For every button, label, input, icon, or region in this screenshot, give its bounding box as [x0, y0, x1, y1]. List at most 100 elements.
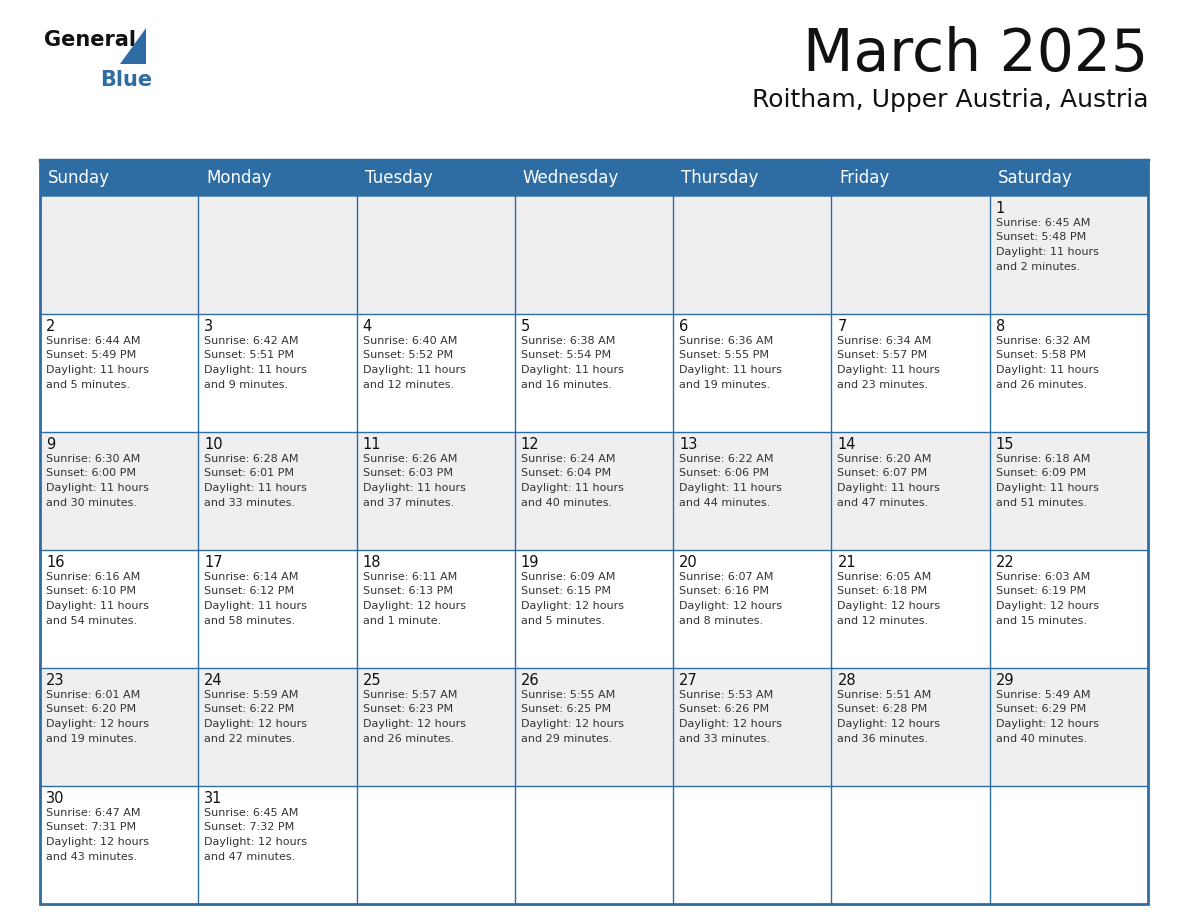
- Text: Wednesday: Wednesday: [523, 169, 619, 187]
- Bar: [832, 196, 990, 314]
- Text: and 58 minutes.: and 58 minutes.: [204, 615, 296, 625]
- Text: Daylight: 12 hours: Daylight: 12 hours: [838, 719, 941, 729]
- Text: and 47 minutes.: and 47 minutes.: [838, 498, 929, 508]
- Text: Daylight: 11 hours: Daylight: 11 hours: [204, 601, 308, 611]
- Text: Daylight: 12 hours: Daylight: 12 hours: [46, 837, 148, 847]
- Text: and 43 minutes.: and 43 minutes.: [46, 852, 137, 861]
- Text: Sunrise: 5:49 AM: Sunrise: 5:49 AM: [996, 690, 1091, 700]
- Text: Sunrise: 6:24 AM: Sunrise: 6:24 AM: [520, 454, 615, 464]
- Bar: [198, 668, 356, 786]
- Bar: [832, 314, 990, 432]
- Text: Sunrise: 6:47 AM: Sunrise: 6:47 AM: [46, 808, 140, 818]
- Bar: [514, 314, 674, 432]
- Text: Sunset: 6:10 PM: Sunset: 6:10 PM: [46, 587, 135, 597]
- Text: Sunset: 5:49 PM: Sunset: 5:49 PM: [46, 351, 137, 361]
- Text: Sunrise: 6:42 AM: Sunrise: 6:42 AM: [204, 336, 299, 346]
- Text: 27: 27: [680, 673, 697, 688]
- Text: Friday: Friday: [840, 169, 890, 187]
- Text: 31: 31: [204, 791, 222, 806]
- Text: and 5 minutes.: and 5 minutes.: [46, 379, 129, 389]
- Bar: [674, 432, 832, 550]
- Bar: [356, 160, 514, 196]
- Text: Sunrise: 6:30 AM: Sunrise: 6:30 AM: [46, 454, 140, 464]
- Text: and 2 minutes.: and 2 minutes.: [996, 262, 1080, 272]
- Bar: [990, 314, 1148, 432]
- Bar: [514, 550, 674, 668]
- Bar: [674, 160, 832, 196]
- Text: and 36 minutes.: and 36 minutes.: [838, 733, 929, 744]
- Bar: [198, 314, 356, 432]
- Text: 3: 3: [204, 319, 214, 334]
- Text: Daylight: 11 hours: Daylight: 11 hours: [362, 483, 466, 493]
- Text: Daylight: 11 hours: Daylight: 11 hours: [46, 601, 148, 611]
- Text: Sunrise: 6:38 AM: Sunrise: 6:38 AM: [520, 336, 615, 346]
- Text: and 19 minutes.: and 19 minutes.: [680, 379, 770, 389]
- Bar: [832, 668, 990, 786]
- Text: Daylight: 12 hours: Daylight: 12 hours: [996, 719, 1099, 729]
- Text: and 40 minutes.: and 40 minutes.: [520, 498, 612, 508]
- Text: 30: 30: [46, 791, 64, 806]
- Bar: [674, 786, 832, 904]
- Text: Sunrise: 6:22 AM: Sunrise: 6:22 AM: [680, 454, 773, 464]
- Text: 7: 7: [838, 319, 847, 334]
- Text: Daylight: 12 hours: Daylight: 12 hours: [996, 601, 1099, 611]
- Text: Sunrise: 6:01 AM: Sunrise: 6:01 AM: [46, 690, 140, 700]
- Text: and 37 minutes.: and 37 minutes.: [362, 498, 454, 508]
- Text: and 33 minutes.: and 33 minutes.: [680, 733, 770, 744]
- Text: and 12 minutes.: and 12 minutes.: [362, 379, 454, 389]
- Text: 8: 8: [996, 319, 1005, 334]
- Bar: [514, 668, 674, 786]
- Bar: [990, 786, 1148, 904]
- Text: and 26 minutes.: and 26 minutes.: [362, 733, 454, 744]
- Text: Sunset: 6:12 PM: Sunset: 6:12 PM: [204, 587, 295, 597]
- Text: Sunset: 6:26 PM: Sunset: 6:26 PM: [680, 704, 770, 714]
- Text: Daylight: 12 hours: Daylight: 12 hours: [680, 601, 782, 611]
- Text: and 19 minutes.: and 19 minutes.: [46, 733, 137, 744]
- Bar: [40, 550, 198, 668]
- Text: 2: 2: [46, 319, 56, 334]
- Text: Sunset: 7:32 PM: Sunset: 7:32 PM: [204, 823, 295, 833]
- Text: Sunset: 6:19 PM: Sunset: 6:19 PM: [996, 587, 1086, 597]
- Text: Sunrise: 6:05 AM: Sunrise: 6:05 AM: [838, 572, 931, 582]
- Text: Sunrise: 6:11 AM: Sunrise: 6:11 AM: [362, 572, 457, 582]
- Text: Sunset: 5:58 PM: Sunset: 5:58 PM: [996, 351, 1086, 361]
- Text: and 54 minutes.: and 54 minutes.: [46, 615, 137, 625]
- Text: and 16 minutes.: and 16 minutes.: [520, 379, 612, 389]
- Text: Sunrise: 6:26 AM: Sunrise: 6:26 AM: [362, 454, 457, 464]
- Text: Daylight: 12 hours: Daylight: 12 hours: [680, 719, 782, 729]
- Text: 13: 13: [680, 437, 697, 452]
- Text: 12: 12: [520, 437, 539, 452]
- Text: 17: 17: [204, 555, 223, 570]
- Text: Sunday: Sunday: [48, 169, 110, 187]
- Text: Sunrise: 6:36 AM: Sunrise: 6:36 AM: [680, 336, 773, 346]
- Text: Sunset: 6:09 PM: Sunset: 6:09 PM: [996, 468, 1086, 478]
- Text: 18: 18: [362, 555, 381, 570]
- Text: Monday: Monday: [207, 169, 272, 187]
- Text: Daylight: 11 hours: Daylight: 11 hours: [520, 483, 624, 493]
- Bar: [198, 786, 356, 904]
- Bar: [40, 432, 198, 550]
- Bar: [990, 550, 1148, 668]
- Text: Sunset: 5:57 PM: Sunset: 5:57 PM: [838, 351, 928, 361]
- Text: Sunset: 6:23 PM: Sunset: 6:23 PM: [362, 704, 453, 714]
- Bar: [990, 160, 1148, 196]
- Text: Sunrise: 5:57 AM: Sunrise: 5:57 AM: [362, 690, 457, 700]
- Text: March 2025: March 2025: [803, 26, 1148, 83]
- Text: Daylight: 11 hours: Daylight: 11 hours: [46, 483, 148, 493]
- Text: Sunset: 6:16 PM: Sunset: 6:16 PM: [680, 587, 769, 597]
- Text: 10: 10: [204, 437, 223, 452]
- Text: Thursday: Thursday: [681, 169, 758, 187]
- Text: 19: 19: [520, 555, 539, 570]
- Text: 23: 23: [46, 673, 64, 688]
- Text: Sunrise: 5:53 AM: Sunrise: 5:53 AM: [680, 690, 773, 700]
- Bar: [832, 550, 990, 668]
- Bar: [198, 160, 356, 196]
- Text: Daylight: 12 hours: Daylight: 12 hours: [204, 837, 308, 847]
- Text: and 9 minutes.: and 9 minutes.: [204, 379, 289, 389]
- Text: 26: 26: [520, 673, 539, 688]
- Bar: [832, 432, 990, 550]
- Text: and 30 minutes.: and 30 minutes.: [46, 498, 137, 508]
- Text: and 5 minutes.: and 5 minutes.: [520, 615, 605, 625]
- Bar: [40, 160, 1148, 904]
- Text: and 22 minutes.: and 22 minutes.: [204, 733, 296, 744]
